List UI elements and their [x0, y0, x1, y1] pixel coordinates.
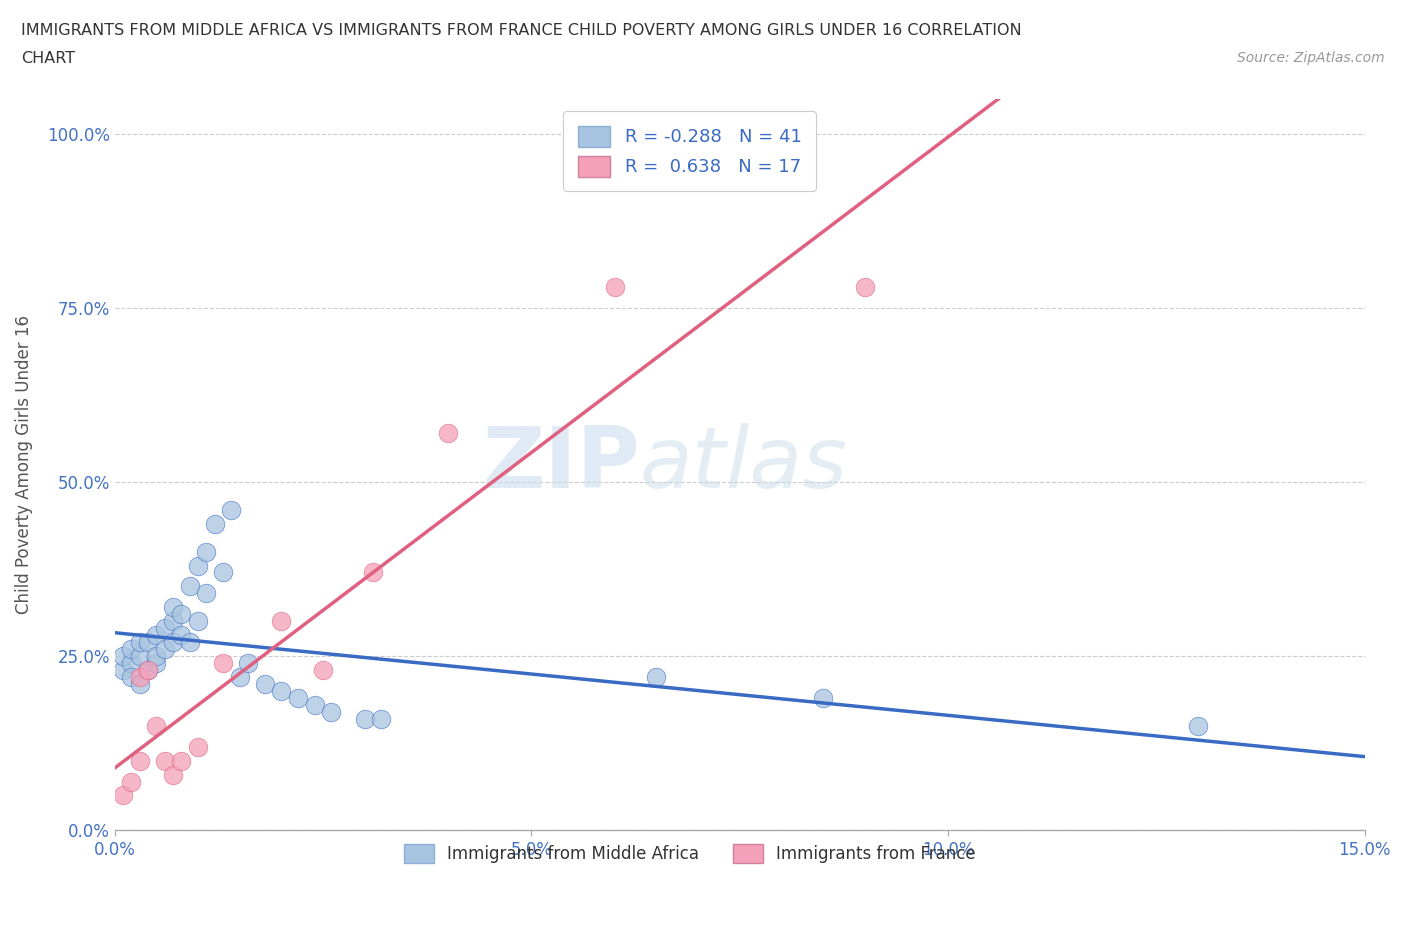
Point	[136, 662, 159, 677]
Point	[603, 279, 626, 294]
Text: CHART: CHART	[21, 51, 75, 66]
Point	[162, 600, 184, 615]
Point	[253, 676, 276, 691]
Point	[120, 670, 142, 684]
Point	[153, 753, 176, 768]
Point	[221, 502, 243, 517]
Text: Source: ZipAtlas.com: Source: ZipAtlas.com	[1237, 51, 1385, 65]
Point	[170, 628, 193, 643]
Point	[212, 565, 235, 580]
Point	[1187, 718, 1209, 733]
Point	[112, 788, 135, 803]
Point	[128, 753, 150, 768]
Point	[153, 642, 176, 657]
Point	[120, 642, 142, 657]
Point	[212, 656, 235, 671]
Point	[145, 656, 167, 671]
Point	[853, 279, 876, 294]
Point	[136, 634, 159, 649]
Point	[112, 648, 135, 663]
Point	[370, 711, 392, 726]
Point	[128, 634, 150, 649]
Point	[128, 670, 150, 684]
Point	[195, 544, 218, 559]
Point	[270, 684, 292, 698]
Point	[437, 426, 460, 441]
Point	[312, 662, 335, 677]
Point	[270, 614, 292, 629]
Point	[236, 656, 259, 671]
Point	[162, 767, 184, 782]
Point	[112, 662, 135, 677]
Y-axis label: Child Poverty Among Girls Under 16: Child Poverty Among Girls Under 16	[15, 315, 32, 614]
Text: atlas: atlas	[640, 423, 848, 506]
Point	[153, 621, 176, 636]
Point	[195, 586, 218, 601]
Point	[304, 698, 326, 712]
Point	[145, 628, 167, 643]
Point	[187, 614, 209, 629]
Point	[187, 558, 209, 573]
Legend: Immigrants from Middle Africa, Immigrants from France: Immigrants from Middle Africa, Immigrant…	[398, 837, 983, 870]
Point	[170, 607, 193, 622]
Point	[145, 718, 167, 733]
Point	[120, 774, 142, 789]
Text: ZIP: ZIP	[482, 423, 640, 506]
Point	[128, 648, 150, 663]
Point	[170, 753, 193, 768]
Point	[120, 656, 142, 671]
Point	[353, 711, 375, 726]
Point	[162, 634, 184, 649]
Point	[811, 690, 834, 705]
Point	[136, 662, 159, 677]
Point	[145, 648, 167, 663]
Point	[179, 634, 201, 649]
Point	[229, 670, 252, 684]
Point	[287, 690, 309, 705]
Point	[187, 739, 209, 754]
Point	[361, 565, 384, 580]
Point	[645, 670, 668, 684]
Point	[204, 516, 226, 531]
Point	[128, 676, 150, 691]
Text: IMMIGRANTS FROM MIDDLE AFRICA VS IMMIGRANTS FROM FRANCE CHILD POVERTY AMONG GIRL: IMMIGRANTS FROM MIDDLE AFRICA VS IMMIGRA…	[21, 23, 1022, 38]
Point	[321, 704, 343, 719]
Point	[162, 614, 184, 629]
Point	[179, 579, 201, 594]
